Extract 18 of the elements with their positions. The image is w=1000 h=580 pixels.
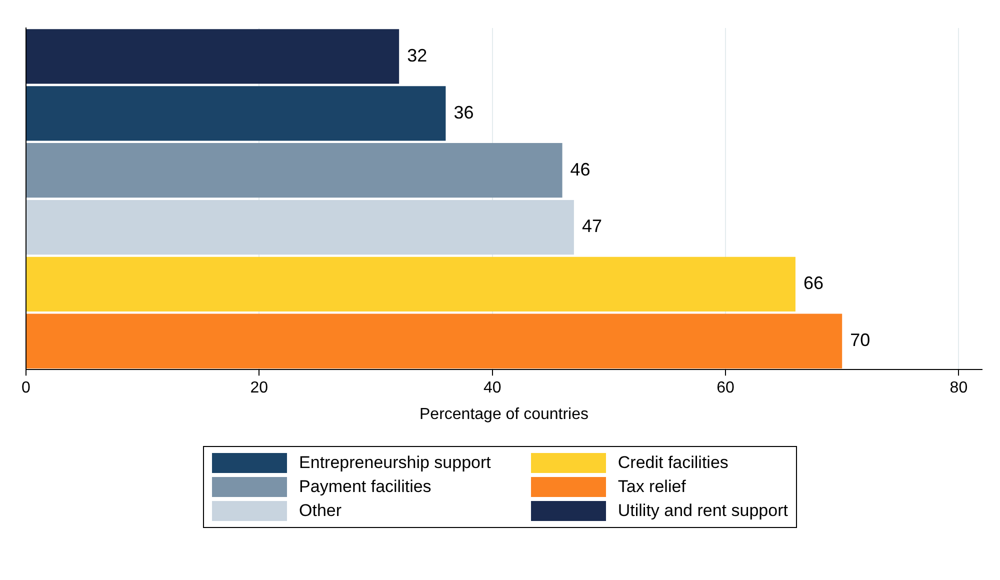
x-axis-title: Percentage of countries [420,406,588,423]
legend-label: Utility and rent support [618,501,788,521]
x-tick-label: 80 [950,380,968,397]
data-label: 46 [570,159,590,180]
legend-label: Credit facilities [618,453,728,473]
data-label: 36 [454,102,474,122]
legend-label: Tax relief [618,477,686,497]
legend-label: Payment facilities [299,477,432,497]
data-label: 47 [582,216,602,236]
legend-label: Entrepreneurship support [299,453,491,473]
data-label: 32 [407,45,428,66]
data-label: 70 [850,330,870,350]
x-tick-label: 60 [716,380,735,397]
legend-label: Other [299,501,342,521]
x-tick-label: 40 [483,380,502,397]
x-tick-label: 0 [22,380,31,397]
x-tick-label: 20 [250,380,268,397]
data-label: 66 [803,273,824,294]
